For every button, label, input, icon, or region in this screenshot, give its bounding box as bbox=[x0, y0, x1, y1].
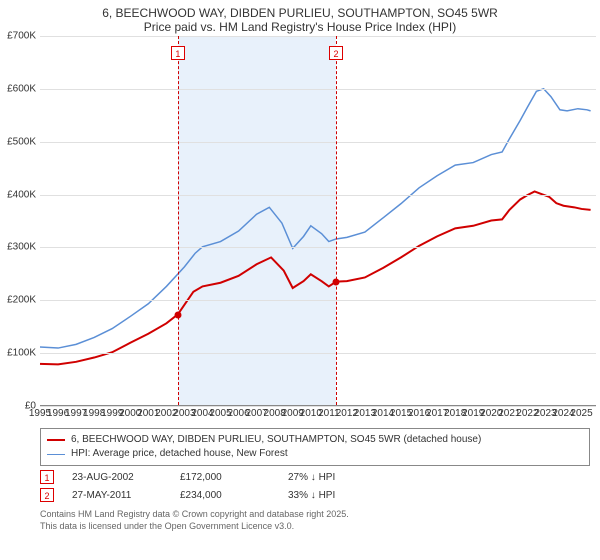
gridline bbox=[40, 142, 596, 143]
chart-title-block: 6, BEECHWOOD WAY, DIBDEN PURLIEU, SOUTHA… bbox=[0, 0, 600, 36]
y-tick-label: £600K bbox=[7, 83, 36, 94]
x-axis: 1995199619971998199920002001200220032004… bbox=[40, 406, 596, 424]
legend-row: HPI: Average price, detached house, New … bbox=[47, 447, 583, 461]
gridline bbox=[40, 247, 596, 248]
gridline bbox=[40, 353, 596, 354]
x-tick-label: 2025 bbox=[570, 408, 592, 419]
legend-swatch bbox=[47, 439, 65, 441]
sale-date: 23-AUG-2002 bbox=[72, 472, 162, 483]
sale-delta: 33% ↓ HPI bbox=[288, 490, 378, 501]
gridline bbox=[40, 195, 596, 196]
gridline bbox=[40, 89, 596, 90]
legend-label: 6, BEECHWOOD WAY, DIBDEN PURLIEU, SOUTHA… bbox=[71, 433, 481, 447]
footer-line1: Contains HM Land Registry data © Crown c… bbox=[40, 508, 590, 520]
sale-number-box: 1 bbox=[40, 470, 54, 484]
title-address: 6, BEECHWOOD WAY, DIBDEN PURLIEU, SOUTHA… bbox=[0, 6, 600, 20]
annotation-box: 1 bbox=[171, 46, 185, 60]
annotation-line bbox=[178, 36, 179, 405]
footer-line2: This data is licensed under the Open Gov… bbox=[40, 520, 590, 532]
y-tick-label: £100K bbox=[7, 348, 36, 359]
sale-date: 27-MAY-2011 bbox=[72, 490, 162, 501]
annotation-box: 2 bbox=[329, 46, 343, 60]
sales-table: 1 23-AUG-2002 £172,000 27% ↓ HPI 2 27-MAY-201… bbox=[40, 468, 590, 504]
sale-price: £234,000 bbox=[180, 490, 270, 501]
gridline bbox=[40, 36, 596, 37]
legend: 6, BEECHWOOD WAY, DIBDEN PURLIEU, SOUTHA… bbox=[40, 428, 590, 466]
sale-row: 1 23-AUG-2002 £172,000 27% ↓ HPI bbox=[40, 468, 590, 486]
sale-delta: 27% ↓ HPI bbox=[288, 472, 378, 483]
title-subtitle: Price paid vs. HM Land Registry's House … bbox=[0, 20, 600, 34]
sale-price: £172,000 bbox=[180, 472, 270, 483]
line-svg bbox=[40, 36, 596, 405]
y-tick-label: £700K bbox=[7, 31, 36, 42]
legend-label: HPI: Average price, detached house, New … bbox=[71, 447, 288, 461]
sale-marker bbox=[174, 312, 181, 319]
y-tick-label: £300K bbox=[7, 242, 36, 253]
y-axis: £0£100K£200K£300K£400K£500K£600K£700K bbox=[0, 36, 40, 424]
legend-row: 6, BEECHWOOD WAY, DIBDEN PURLIEU, SOUTHA… bbox=[47, 433, 583, 447]
chart-area: £0£100K£200K£300K£400K£500K£600K£700K 12… bbox=[0, 36, 600, 424]
legend-swatch bbox=[47, 454, 65, 455]
sale-number-box: 2 bbox=[40, 488, 54, 502]
plot-region: 12 bbox=[40, 36, 596, 406]
gridline bbox=[40, 300, 596, 301]
y-tick-label: £200K bbox=[7, 295, 36, 306]
footer: Contains HM Land Registry data © Crown c… bbox=[40, 508, 590, 532]
y-tick-label: £400K bbox=[7, 189, 36, 200]
annotation-line bbox=[336, 36, 337, 405]
sale-marker bbox=[333, 279, 340, 286]
sale-row: 2 27-MAY-2011 £234,000 33% ↓ HPI bbox=[40, 486, 590, 504]
series-property bbox=[40, 191, 591, 364]
y-tick-label: £500K bbox=[7, 136, 36, 147]
series-hpi bbox=[40, 89, 591, 348]
